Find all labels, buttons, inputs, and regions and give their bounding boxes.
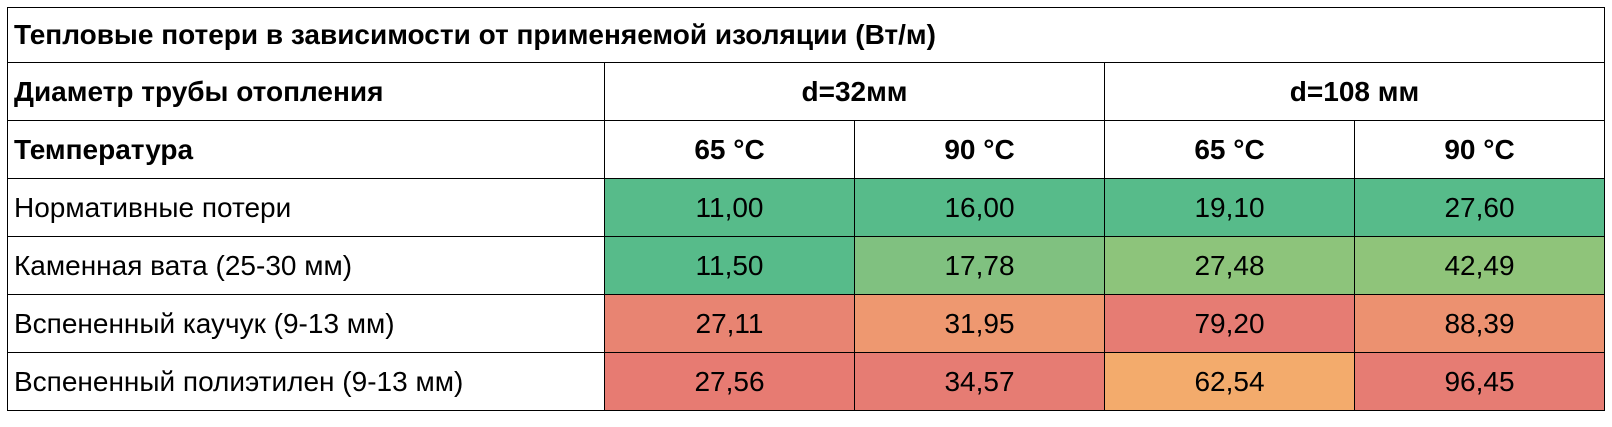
row-label: Каменная вата (25-30 мм) — [7, 236, 605, 295]
value-cell: 11,50 — [604, 236, 855, 295]
table-body: Тепловые потери в зависимости от применя… — [7, 7, 1605, 411]
value-cell: 42,49 — [1354, 236, 1605, 295]
table-row: Тепловые потери в зависимости от применя… — [7, 7, 1605, 63]
table-row: Каменная вата (25-30 мм) 11,50 17,78 27,48 4… — [7, 236, 1605, 295]
column-group-header: d=108 мм — [1104, 62, 1605, 121]
value-cell: 34,57 — [854, 352, 1105, 411]
value-cell: 17,78 — [854, 236, 1105, 295]
value-cell: 79,20 — [1104, 294, 1355, 353]
row-label: Нормативные потери — [7, 178, 605, 237]
value-cell: 27,56 — [604, 352, 855, 411]
value-cell: 88,39 — [1354, 294, 1605, 353]
value-cell: 16,00 — [854, 178, 1105, 237]
table-row: Диаметр трубы отопления d=32мм d=108 мм — [7, 62, 1605, 121]
value-cell: 31,95 — [854, 294, 1105, 353]
column-group-header: d=32мм — [604, 62, 1105, 121]
row-header: Температура — [7, 120, 605, 179]
value-cell: 27,11 — [604, 294, 855, 353]
row-header: Диаметр трубы отопления — [7, 62, 605, 121]
row-label: Вспененный каучук (9-13 мм) — [7, 294, 605, 353]
column-header: 90 °C — [1354, 120, 1605, 179]
value-cell: 27,48 — [1104, 236, 1355, 295]
value-cell: 27,60 — [1354, 178, 1605, 237]
table-row: Температура 65 °C 90 °C 65 °C 90 °C — [7, 120, 1605, 179]
table-title: Тепловые потери в зависимости от применя… — [7, 7, 1605, 63]
table-row: Нормативные потери 11,00 16,00 19,10 27,60 — [7, 178, 1605, 237]
value-cell: 19,10 — [1104, 178, 1355, 237]
value-cell: 11,00 — [604, 178, 855, 237]
column-header: 65 °C — [604, 120, 855, 179]
table-row: Вспененный каучук (9-13 мм) 27,11 31,95 79,… — [7, 294, 1605, 353]
table-row: Вспененный полиэтилен (9-13 мм) 27,56 34,5… — [7, 352, 1605, 411]
row-label: Вспененный полиэтилен (9-13 мм) — [7, 352, 605, 411]
column-header: 65 °C — [1104, 120, 1355, 179]
value-cell: 62,54 — [1104, 352, 1355, 411]
heat-loss-table: Тепловые потери в зависимости от применя… — [7, 7, 1605, 411]
value-cell: 96,45 — [1354, 352, 1605, 411]
column-header: 90 °C — [854, 120, 1105, 179]
